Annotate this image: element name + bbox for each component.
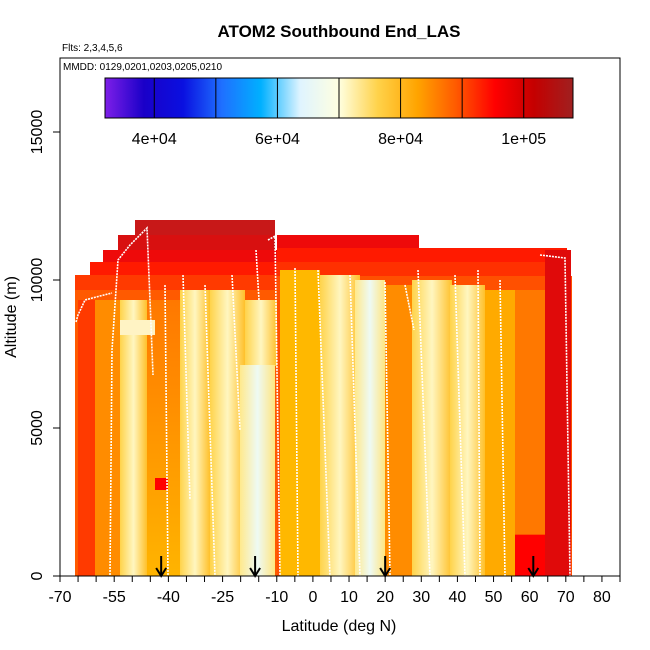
flight-trace [255, 249, 260, 301]
y-axis-label: Altitude (m) [3, 276, 20, 358]
flight-trace [404, 284, 415, 331]
x-tick-label: 20 [376, 589, 394, 606]
arrow-head [527, 567, 540, 578]
x-tick-label: 50 [485, 589, 503, 606]
heatmap-cell [280, 270, 320, 576]
flight-trace [417, 269, 431, 577]
arrow-head [379, 567, 392, 578]
heatmap-cell [180, 290, 210, 576]
x-tick-label: -55 [103, 589, 126, 606]
chart-title: ATOM2 Southbound End_LAS [217, 22, 460, 41]
heatmap-cell [320, 275, 360, 576]
y-tick-label: 0 [29, 571, 46, 580]
flight-trace [317, 269, 331, 577]
heatmap-cell [75, 275, 280, 290]
dates-note: MMDD: 0129,0201,0203,0205,0210 [63, 62, 222, 73]
y-tick-label: 15000 [29, 110, 46, 155]
flight-trace [164, 284, 169, 577]
heatmap-cell [120, 300, 147, 576]
flight-trace [75, 292, 113, 323]
flight-trace [294, 267, 299, 577]
x-axis-label: Latitude (deg N) [282, 618, 397, 635]
flights-note: Flts: 2,3,4,5,6 [62, 43, 123, 54]
flight-trace [349, 274, 361, 577]
x-tick-label: 70 [557, 589, 575, 606]
heatmap-cell [412, 280, 452, 576]
x-tick-label: -70 [48, 589, 71, 606]
x-tick-label: -25 [211, 589, 234, 606]
heatmap-cell [95, 300, 120, 576]
x-tick-label: 30 [412, 589, 430, 606]
flight-trace [267, 234, 281, 577]
heatmap-cell [155, 478, 168, 490]
flight-trace [204, 284, 216, 577]
colorbar-tick-label: 1e+05 [501, 131, 546, 148]
heatmap-cell [277, 262, 567, 277]
flight-trace [477, 269, 481, 577]
arrow-head [249, 567, 261, 578]
flight-profiles [75, 226, 571, 577]
heatmap-cell [240, 365, 275, 576]
flight-trace [231, 274, 241, 431]
x-tick-label: 60 [521, 589, 539, 606]
x-tick-label: -10 [265, 589, 288, 606]
heatmap-cell [90, 262, 280, 277]
x-tick-label: 80 [593, 589, 611, 606]
flight-trace [182, 274, 191, 501]
colorbar-ticks: 4e+04 6e+04 8e+04 1e+05 [132, 131, 547, 148]
colorbar-tick-label: 4e+04 [132, 131, 177, 148]
x-tick-label: 10 [340, 589, 358, 606]
flight-trace [499, 279, 506, 577]
heatmap-cell [147, 300, 182, 576]
heatmap-cell [210, 290, 245, 576]
x-axis: -70 -55 -40 -25 -10 0 10 20 30 40 50 60 70 80 [48, 576, 621, 606]
heatmap-cell [515, 290, 545, 534]
y-tick-label: 10000 [29, 258, 46, 303]
colorbar-dividers [153, 78, 525, 118]
colorbar-tick-label: 8e+04 [378, 131, 423, 148]
flight-trace [109, 226, 154, 576]
colorbar-tick-label: 6e+04 [255, 131, 300, 148]
heatmap-cell [103, 250, 278, 265]
arrow-head [155, 567, 168, 578]
heatmap-cell [120, 320, 155, 335]
plot-frame [59, 57, 621, 577]
heatmap-cell [485, 290, 515, 576]
x-tick-label: 40 [449, 589, 467, 606]
x-tick-label: -40 [157, 589, 180, 606]
x-tick-label: 0 [308, 589, 317, 606]
flight-trace [384, 281, 391, 577]
colorbar-frame [104, 77, 574, 119]
flight-trace [539, 254, 571, 577]
heatmap-cell [245, 300, 277, 366]
plot-area [75, 220, 572, 576]
heatmap-cell [78, 300, 98, 576]
heatmap-cell [355, 280, 385, 576]
heatmap-cell [118, 235, 273, 250]
y-tick-label: 5000 [29, 410, 46, 446]
y-axis: 0 5000 10000 15000 [29, 110, 60, 580]
arrow-markers [155, 556, 540, 578]
heatmap-cell [385, 285, 413, 576]
flight-trace [454, 274, 466, 577]
